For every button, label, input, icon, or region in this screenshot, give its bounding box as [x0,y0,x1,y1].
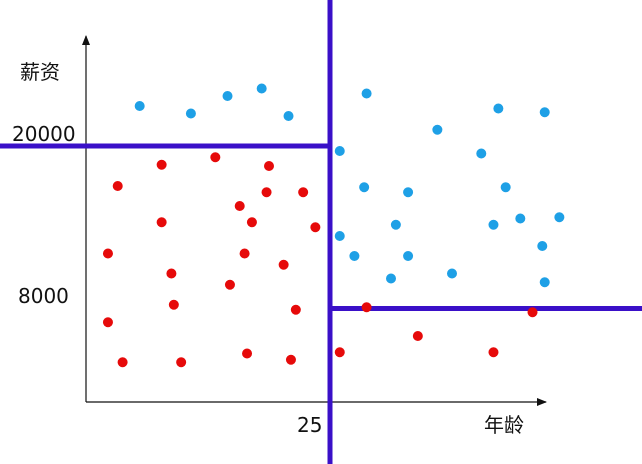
point-s0-10 [359,182,370,193]
data-points [102,83,565,368]
point-s0-19 [349,251,360,261]
point-s1-11 [239,248,250,259]
point-s0-22 [386,273,396,284]
point-s0-17 [554,212,565,223]
point-s1-13 [166,268,177,279]
point-s0-16 [515,213,526,224]
point-s1-23 [361,302,372,313]
y-axis-label: 薪资 [20,60,60,84]
point-s1-15 [168,299,179,310]
point-s1-14 [224,279,235,290]
point-s1-26 [527,307,538,318]
point-s0-3 [256,83,267,94]
point-s1-22 [334,347,345,358]
point-s1-1 [156,159,167,170]
point-s0-15 [488,219,499,230]
point-s0-7 [432,124,443,135]
point-s0-23 [447,268,457,279]
point-s1-7 [156,217,167,228]
point-s0-1 [185,108,196,119]
point-s0-4 [283,111,294,121]
point-s0-11 [403,187,414,198]
point-s0-2 [222,91,233,101]
point-s1-3 [264,161,274,171]
point-s1-8 [246,217,257,228]
point-s0-5 [334,146,345,156]
point-s1-6 [298,187,309,198]
point-s0-18 [334,231,345,241]
point-s1-17 [102,317,113,328]
point-s0-13 [500,182,511,193]
point-s0-14 [390,219,401,230]
point-s1-19 [176,357,187,368]
point-s0-12 [476,148,487,159]
point-s1-16 [290,304,301,315]
point-s1-18 [117,357,128,368]
point-s1-5 [261,187,272,198]
point-s1-2 [210,152,221,163]
point-s0-0 [134,101,145,111]
point-s0-24 [539,277,550,288]
x-tick-label-25: 25 [297,413,322,437]
point-s0-20 [403,251,414,261]
point-s1-21 [285,354,296,365]
point-s0-8 [493,103,504,114]
point-s1-10 [102,248,113,259]
point-s1-24 [412,331,423,341]
point-s1-4 [234,201,245,211]
point-s1-20 [242,348,253,359]
point-s0-21 [537,241,548,251]
point-s1-9 [310,222,321,233]
y-tick-label-20000: 20000 [12,122,76,146]
point-s1-25 [488,347,499,358]
point-s1-12 [278,259,289,270]
point-s0-6 [361,88,372,99]
point-s1-0 [112,181,123,191]
point-s0-9 [539,107,550,118]
x-axis-label: 年龄 [484,413,524,437]
y-tick-label-8000: 8000 [18,284,69,308]
